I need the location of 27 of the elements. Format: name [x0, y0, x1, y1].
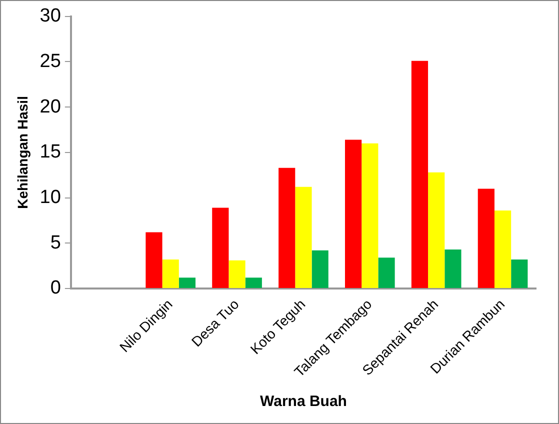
- y-tick-label: 30: [40, 6, 61, 27]
- bar: [228, 260, 246, 288]
- bar: [494, 210, 512, 288]
- bar: [295, 186, 312, 288]
- bar: [344, 140, 362, 288]
- bar: [278, 168, 296, 288]
- bar: [428, 172, 445, 288]
- bar: [511, 259, 528, 288]
- bar: [444, 249, 462, 288]
- bar: [362, 143, 378, 288]
- y-tick-label: 25: [40, 50, 61, 72]
- x-axis-title: Warna Buah: [260, 393, 347, 410]
- bar: [162, 259, 179, 288]
- y-tick-label: 15: [40, 142, 61, 163]
- y-tick-label: 5: [50, 232, 61, 254]
- y-tick-label: 0: [50, 278, 61, 299]
- bar: [378, 258, 395, 288]
- y-tick-label: 20: [40, 96, 61, 118]
- bar: [478, 188, 494, 288]
- bar: [312, 250, 328, 288]
- bar: [146, 232, 162, 288]
- y-tick-label: 10: [40, 187, 61, 208]
- bar: [212, 208, 229, 288]
- bar: [411, 60, 428, 288]
- y-axis-title: Kehilangan Hasil: [14, 96, 30, 209]
- bar: [245, 278, 262, 288]
- bar: [178, 278, 196, 288]
